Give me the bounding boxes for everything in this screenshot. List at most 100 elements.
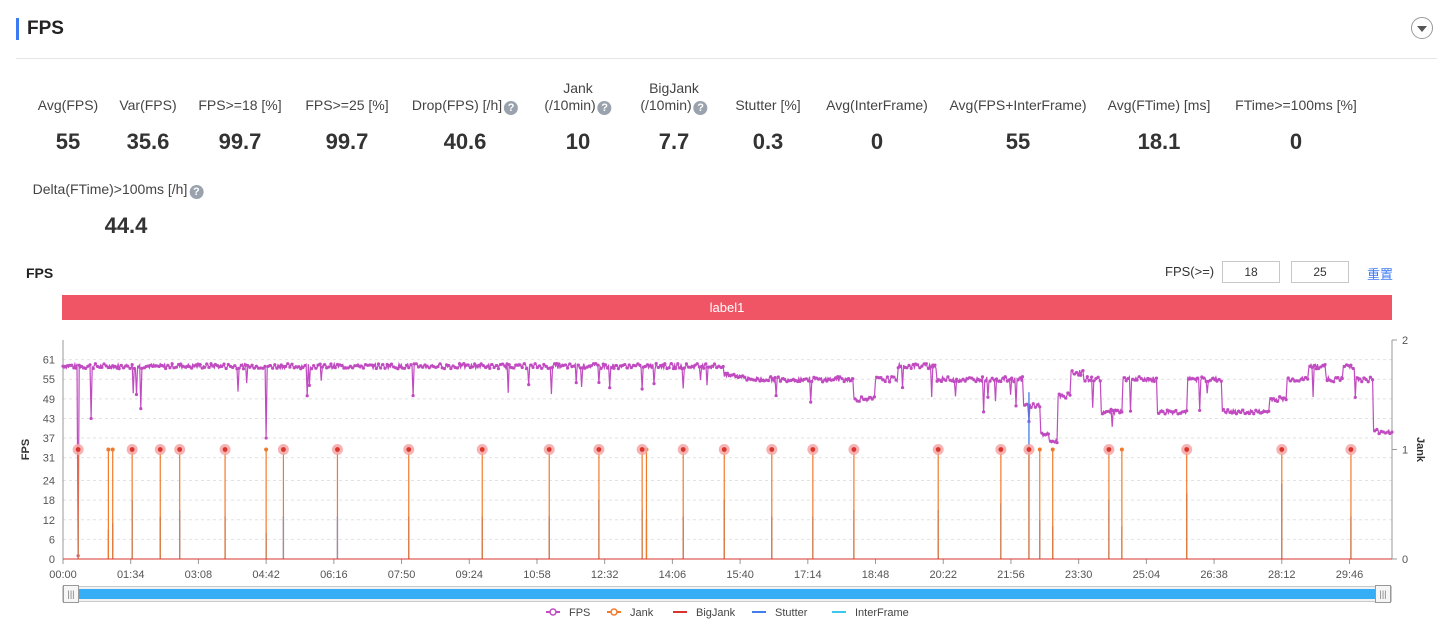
fps-point bbox=[1096, 375, 1100, 379]
metric-label-text: Stutter [%] bbox=[735, 97, 801, 113]
fps-point bbox=[1148, 377, 1152, 381]
bigjank-point bbox=[680, 447, 686, 452]
fps-point bbox=[427, 366, 431, 370]
fps-point bbox=[407, 366, 411, 370]
fps-point bbox=[1061, 394, 1066, 398]
help-icon[interactable]: ? bbox=[597, 101, 612, 115]
fps-point bbox=[74, 366, 78, 370]
fps-point bbox=[322, 363, 327, 367]
help-icon[interactable]: ? bbox=[189, 185, 204, 199]
fps-point bbox=[404, 363, 409, 368]
y2-tick-label: 2 bbox=[1402, 335, 1408, 347]
fps-point bbox=[898, 365, 902, 369]
fps-threshold-input-1[interactable] bbox=[1222, 261, 1280, 283]
fps-point bbox=[1284, 397, 1288, 402]
metric-label-text: FPS>=25 [%] bbox=[305, 97, 389, 113]
fps-point bbox=[1306, 377, 1310, 381]
fps-point bbox=[669, 361, 673, 366]
y-tick-label: 37 bbox=[43, 433, 55, 445]
fps-point bbox=[381, 362, 385, 367]
fps-point bbox=[527, 383, 531, 387]
help-icon[interactable]: ? bbox=[504, 101, 519, 115]
metric-label-unit: (/10min) bbox=[640, 97, 692, 113]
fps-point bbox=[572, 364, 576, 368]
fps-point bbox=[1157, 411, 1161, 415]
fps-threshold-input-2[interactable] bbox=[1291, 261, 1349, 283]
fps-point bbox=[732, 372, 736, 376]
fps-point bbox=[470, 365, 475, 369]
help-icon[interactable]: ? bbox=[693, 101, 708, 115]
fps-point bbox=[704, 362, 708, 366]
bigjank-point bbox=[479, 447, 485, 452]
zoom-slider-range[interactable] bbox=[79, 589, 1375, 599]
bigjank-point bbox=[810, 447, 816, 452]
metric-value: 0 bbox=[1289, 129, 1303, 154]
bigjank-point bbox=[769, 447, 775, 452]
fps-point bbox=[550, 365, 555, 369]
fps-point bbox=[1377, 432, 1381, 436]
fps-point bbox=[290, 362, 294, 366]
bigjank-point bbox=[998, 447, 1004, 452]
reset-button[interactable]: 重置 bbox=[1367, 267, 1394, 282]
fps-point bbox=[778, 379, 783, 383]
fps-point bbox=[1124, 379, 1128, 383]
zoom-slider-right-handle[interactable]: ||| bbox=[1375, 585, 1391, 603]
fps-point bbox=[100, 365, 104, 369]
fps-point bbox=[909, 366, 913, 370]
fps-point bbox=[411, 393, 415, 398]
fps-point bbox=[226, 362, 230, 367]
fps-point bbox=[288, 365, 292, 369]
fps-point bbox=[809, 400, 813, 404]
fps-point bbox=[449, 366, 453, 371]
fps-point bbox=[1163, 412, 1167, 416]
fps-point bbox=[887, 380, 892, 384]
fps-point bbox=[1036, 403, 1040, 407]
fps-point bbox=[1202, 376, 1206, 380]
fps-point bbox=[695, 362, 699, 366]
fps-point bbox=[1234, 412, 1239, 416]
fps-point bbox=[379, 366, 383, 370]
fps-point bbox=[102, 362, 106, 366]
fps-point bbox=[974, 379, 978, 384]
fps-point bbox=[881, 378, 885, 382]
fps-point bbox=[820, 380, 825, 384]
fps-point bbox=[209, 362, 213, 366]
fps-point bbox=[511, 366, 516, 370]
fps-point bbox=[565, 366, 570, 370]
x-tick-label: 12:32 bbox=[591, 569, 619, 581]
metric-value: 10 bbox=[565, 129, 591, 154]
header-divider bbox=[16, 58, 1437, 59]
bigjank-point bbox=[935, 447, 941, 452]
fps-point bbox=[623, 362, 627, 367]
fps-point bbox=[1046, 432, 1051, 436]
bigjank-point bbox=[177, 447, 183, 452]
fps-point bbox=[994, 377, 999, 381]
fps-point bbox=[825, 379, 829, 383]
fps-point bbox=[574, 381, 578, 385]
fps-point bbox=[333, 366, 337, 370]
fps-point bbox=[481, 364, 485, 368]
zoom-slider-left-handle[interactable]: ||| bbox=[63, 585, 79, 603]
metric-label: FPS>=18 [%] bbox=[198, 97, 281, 114]
fps-point bbox=[1349, 363, 1353, 367]
metric-value: 55 bbox=[1005, 129, 1031, 154]
fps-point bbox=[303, 363, 307, 368]
fps-point bbox=[667, 366, 671, 370]
page-title: FPS bbox=[27, 18, 64, 39]
metric-label-text: Avg(InterFrame) bbox=[826, 97, 928, 113]
metric-value: 18.1 bbox=[1137, 129, 1181, 154]
metric-label-text: Jank bbox=[563, 80, 593, 96]
fps-point bbox=[859, 395, 864, 399]
fps-point bbox=[1239, 410, 1243, 415]
fps-point bbox=[1271, 397, 1275, 401]
y-tick-label: 24 bbox=[43, 476, 55, 488]
fps-point bbox=[359, 364, 363, 368]
bigjank-point bbox=[851, 447, 857, 452]
jank-point bbox=[264, 447, 269, 452]
fps-point bbox=[518, 363, 522, 367]
fps-point bbox=[425, 364, 429, 368]
collapse-toggle-button[interactable] bbox=[1411, 17, 1433, 39]
fps-point bbox=[879, 376, 883, 380]
fps-point bbox=[1154, 376, 1159, 380]
fps-point bbox=[918, 366, 922, 370]
